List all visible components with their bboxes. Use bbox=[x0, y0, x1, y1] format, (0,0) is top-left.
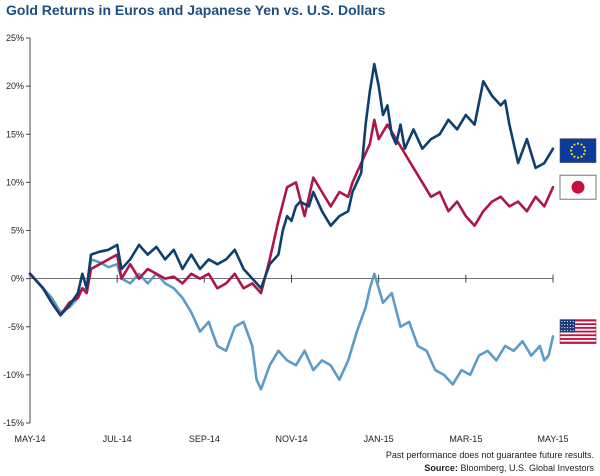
x-tick-label: MAY-14 bbox=[14, 434, 45, 444]
source-label: Source: bbox=[424, 463, 458, 473]
us-flag-star bbox=[569, 321, 571, 323]
chart-axes: -15% -10% -5% 0% 5% 10% 15% 20% 25% MAY-14 JUL-14 S… bbox=[3, 33, 569, 444]
source-text: Bloomberg, U.S. Global Investors bbox=[457, 463, 594, 473]
x-tick-label: JAN-15 bbox=[364, 434, 394, 444]
eu-flag-star bbox=[576, 156, 580, 159]
us-flag-stripe bbox=[560, 323, 596, 326]
x-tick-label: JUL-14 bbox=[103, 434, 132, 444]
y-tick-label: 25% bbox=[6, 33, 24, 43]
us-flag-stripe bbox=[560, 336, 596, 339]
eu-flag-star bbox=[580, 143, 583, 146]
us-flag-stripe bbox=[560, 334, 596, 337]
series-line-u-s-dollar bbox=[28, 258, 555, 391]
y-tick-label: 15% bbox=[6, 129, 24, 139]
disclaimer: Past performance does not guarantee futu… bbox=[385, 450, 594, 460]
chart-title: Gold Returns in Euros and Japanese Yen v… bbox=[6, 2, 386, 18]
us-flag-star bbox=[572, 327, 574, 329]
x-tick-label: MAY-15 bbox=[537, 434, 568, 444]
us-flag-icon bbox=[559, 319, 597, 344]
japan-flag-icon bbox=[559, 174, 597, 200]
series-line-euro bbox=[28, 62, 555, 317]
us-flag-star bbox=[569, 330, 571, 332]
y-tick-label: 20% bbox=[6, 81, 24, 91]
us-flag-stripe bbox=[560, 321, 596, 324]
eu-flag-star bbox=[582, 146, 586, 149]
us-flag-star bbox=[567, 330, 569, 332]
y-tick-label: 5% bbox=[11, 226, 24, 236]
eu-flag-star bbox=[570, 153, 574, 156]
us-flag-star bbox=[572, 321, 574, 323]
us-flag-star bbox=[561, 321, 563, 323]
eu-flag-star bbox=[580, 155, 583, 158]
us-flag-stripe bbox=[560, 330, 596, 333]
legend-layer bbox=[559, 138, 597, 344]
us-flag-star bbox=[564, 324, 566, 326]
y-tick-label: -10% bbox=[3, 370, 24, 380]
us-flag-star bbox=[572, 324, 574, 326]
y-tick-label: -15% bbox=[3, 418, 24, 428]
japan-flag-sun bbox=[571, 180, 585, 194]
eu-flag-icon bbox=[559, 138, 597, 163]
eu-flag-star bbox=[573, 155, 576, 158]
us-flag-star bbox=[564, 321, 566, 323]
us-flag-stripe bbox=[560, 319, 596, 322]
eu-flag-field bbox=[559, 138, 597, 163]
us-flag-stripe bbox=[560, 338, 596, 341]
source-note: Source: Bloomberg, U.S. Global Investors bbox=[424, 463, 594, 473]
us-flag-star bbox=[561, 324, 563, 326]
us-flag-stripe bbox=[560, 339, 596, 342]
eu-flag-star bbox=[576, 142, 580, 145]
x-tick-label: SEP-14 bbox=[189, 434, 220, 444]
x-tick-label: NOV-14 bbox=[275, 434, 307, 444]
us-flag-star bbox=[572, 330, 574, 332]
eu-flag-star bbox=[573, 143, 576, 146]
y-tick-label: -5% bbox=[8, 322, 24, 332]
x-tick-label: MAR-15 bbox=[449, 434, 482, 444]
us-flag-star bbox=[567, 327, 569, 329]
us-flag-canton bbox=[560, 319, 576, 333]
eu-flag-star bbox=[569, 149, 573, 152]
us-flag-stripe bbox=[560, 328, 596, 331]
us-flag-star bbox=[569, 324, 571, 326]
eu-flag-star bbox=[570, 146, 574, 149]
us-flag-border bbox=[559, 319, 597, 344]
eu-flag-star bbox=[582, 153, 586, 156]
us-flag-stripe bbox=[560, 325, 596, 328]
us-flag-star bbox=[567, 324, 569, 326]
us-flag-stripe bbox=[560, 326, 596, 329]
series-line-japanese-yen bbox=[28, 118, 555, 317]
y-tick-label: 10% bbox=[6, 177, 24, 187]
eu-flag-star bbox=[583, 149, 587, 152]
us-flag-star bbox=[561, 330, 563, 332]
us-flag-star bbox=[569, 327, 571, 329]
us-flag-stripe bbox=[560, 341, 596, 344]
series-layer bbox=[28, 62, 555, 391]
us-flag-star bbox=[561, 327, 563, 329]
y-tick-label: 0% bbox=[11, 274, 24, 284]
us-flag-stripe bbox=[560, 332, 596, 335]
us-flag-star bbox=[564, 327, 566, 329]
us-flag-star bbox=[564, 330, 566, 332]
us-flag-star bbox=[567, 321, 569, 323]
